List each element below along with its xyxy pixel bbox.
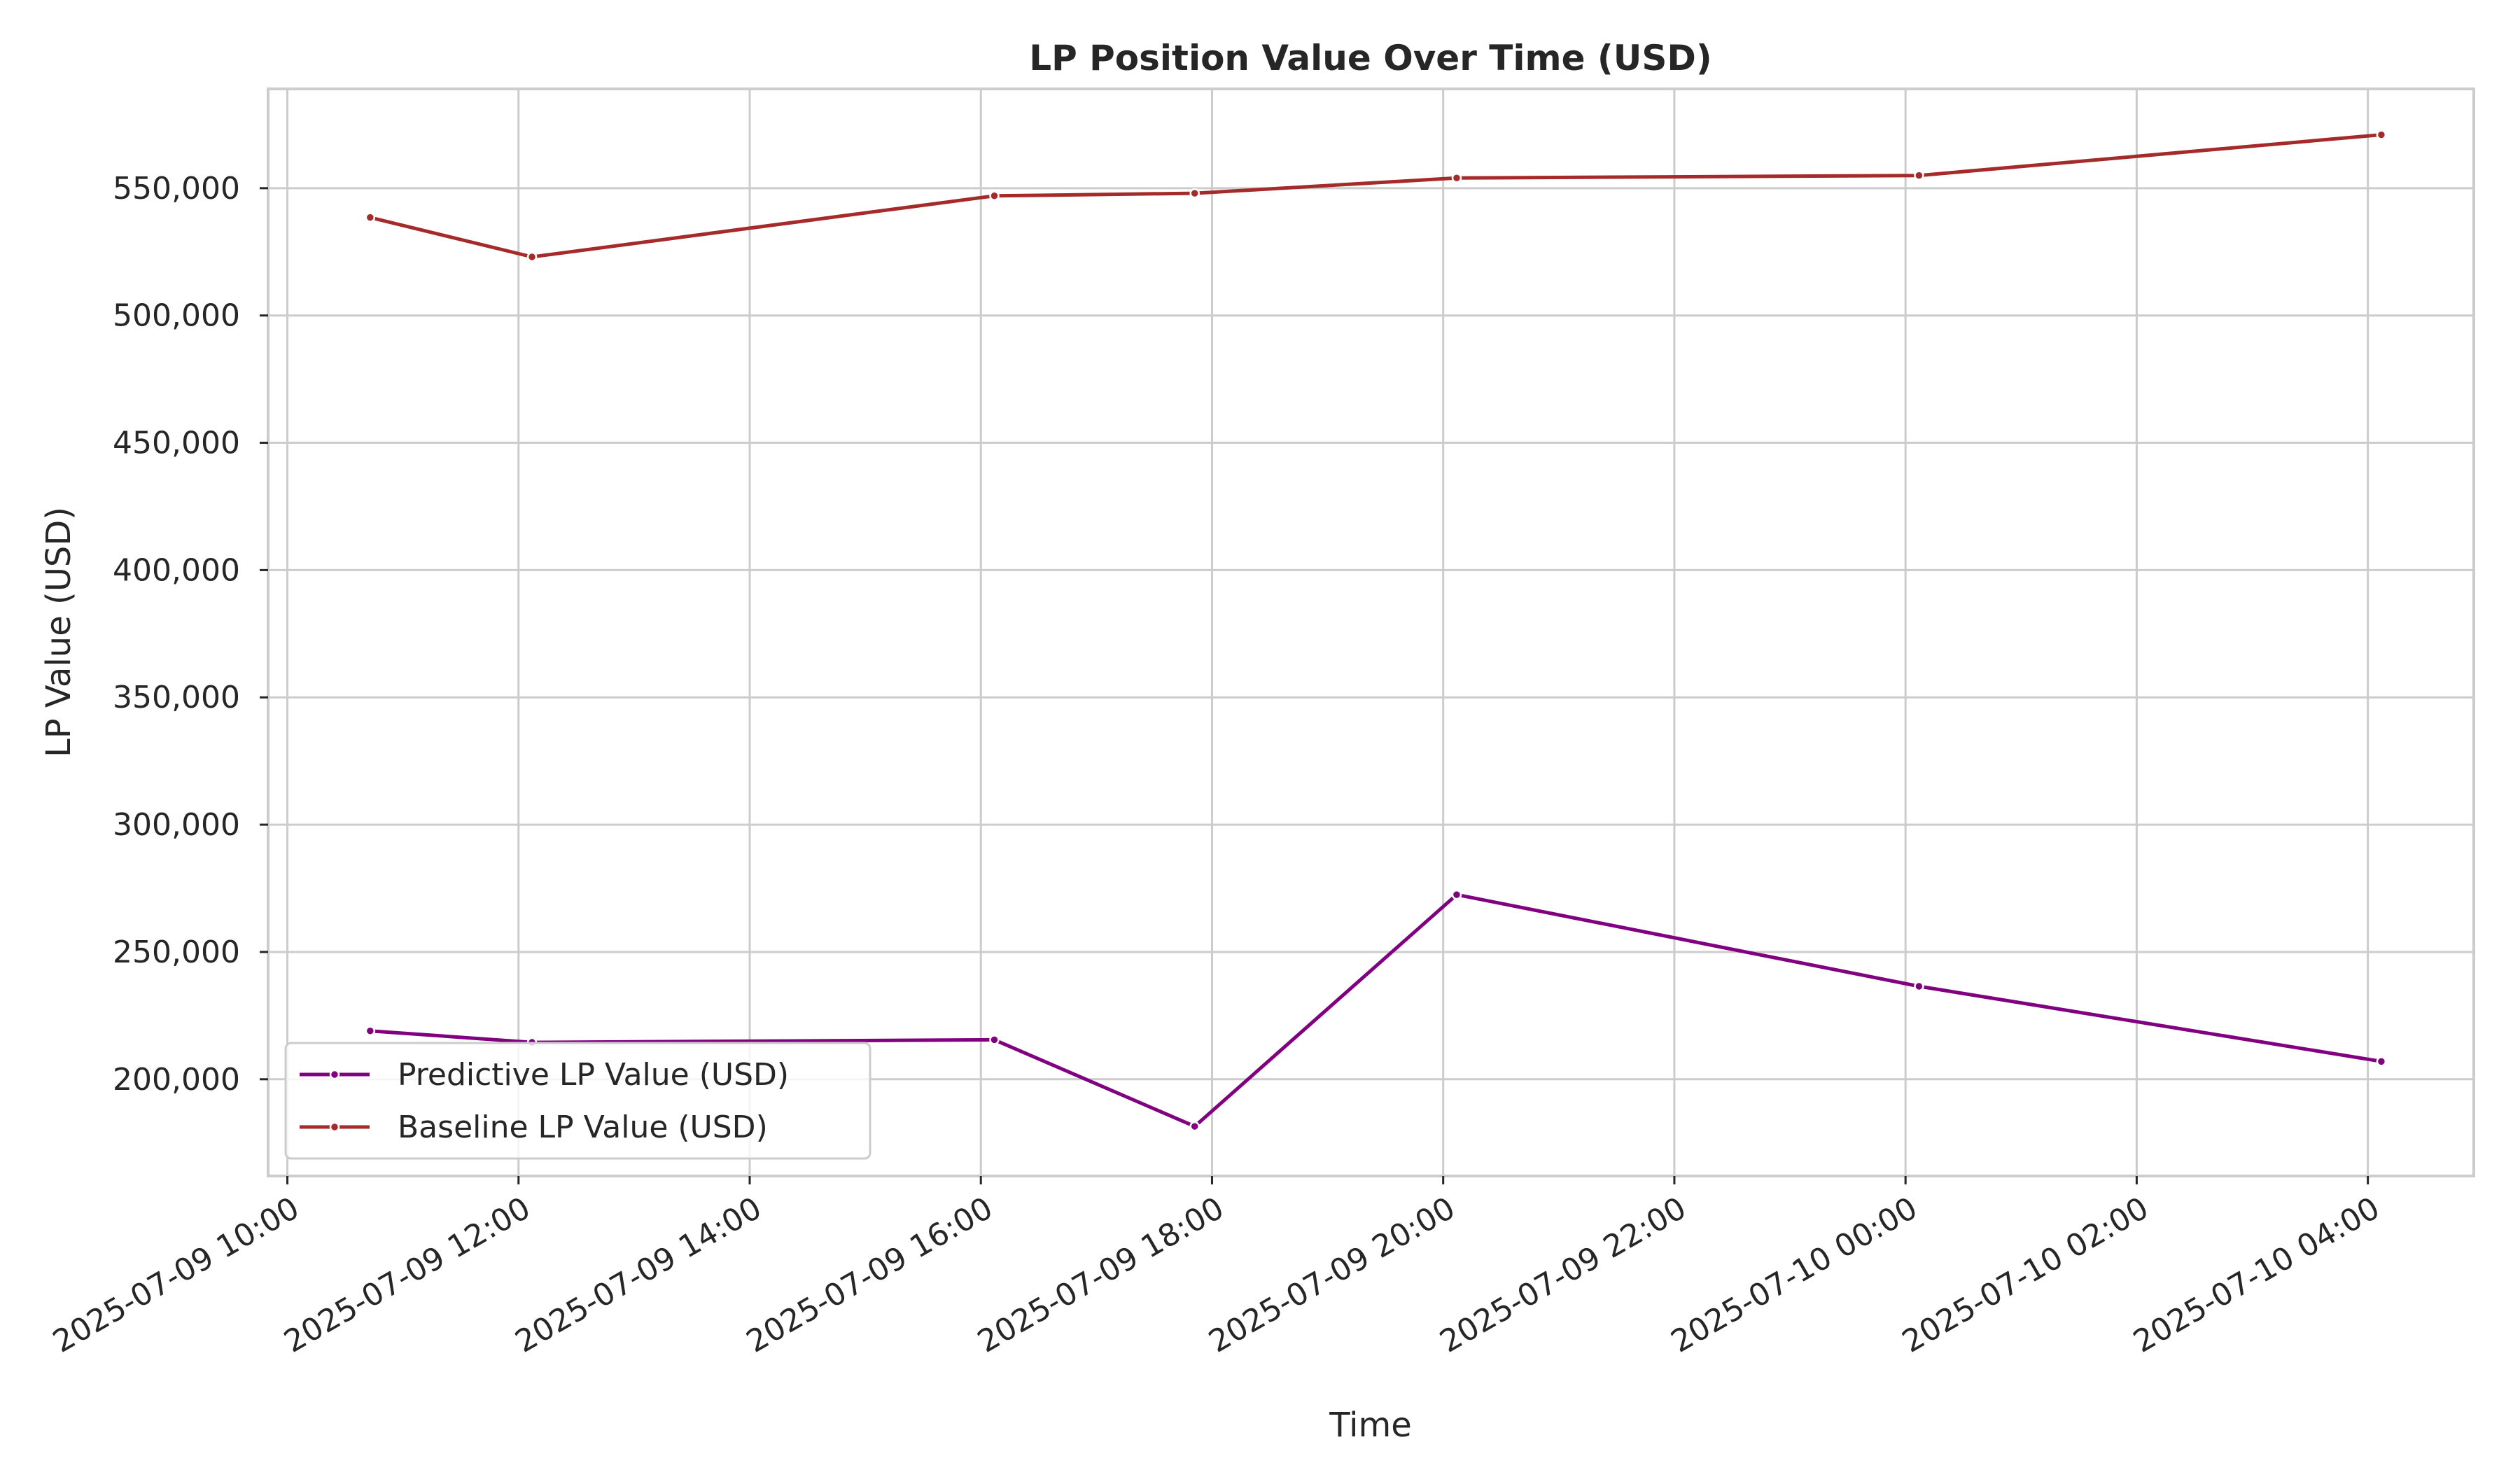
chart-title: LP Position Value Over Time (USD) xyxy=(1029,38,1712,78)
y-tick-label: 300,000 xyxy=(113,807,240,843)
legend-label: Predictive LP Value (USD) xyxy=(398,1057,789,1093)
x-tick-label: 2025-07-09 12:00 xyxy=(278,1190,536,1359)
legend: Predictive LP Value (USD) Baseline LP Val… xyxy=(284,1042,872,1160)
data-point xyxy=(1914,170,1924,181)
data-point xyxy=(365,1026,376,1036)
grid xyxy=(268,89,2474,1176)
x-tick-label: 2025-07-10 00:00 xyxy=(1665,1190,1924,1359)
data-point xyxy=(526,251,538,262)
x-tick-label: 2025-07-09 16:00 xyxy=(741,1190,999,1359)
y-tick-label: 400,000 xyxy=(113,552,240,588)
x-tick-label: 2025-07-10 04:00 xyxy=(2127,1190,2386,1359)
data-point xyxy=(365,212,376,223)
legend-marker xyxy=(329,1069,340,1080)
y-tick-label: 550,000 xyxy=(113,171,240,206)
data-point xyxy=(1914,981,1924,992)
series-layer xyxy=(365,130,2387,1132)
y-tick-label: 350,000 xyxy=(113,680,240,715)
x-tick-label: 2025-07-09 10:00 xyxy=(47,1190,305,1359)
legend-entry: Baseline LP Value (USD) xyxy=(300,1110,768,1145)
data-point xyxy=(1451,173,1462,183)
x-tick-label: 2025-07-09 20:00 xyxy=(1203,1190,1461,1359)
legend-entry: Predictive LP Value (USD) xyxy=(300,1057,789,1093)
series-2 xyxy=(365,130,2387,262)
x-tick-label: 2025-07-09 22:00 xyxy=(1434,1190,1693,1359)
y-axis-ticks: 200,000 250,000 300,000 350,000 400,000 450,0… xyxy=(113,171,268,1098)
y-tick-label: 450,000 xyxy=(113,426,240,461)
data-point xyxy=(1189,1121,1200,1132)
y-tick-label: 200,000 xyxy=(113,1062,240,1098)
data-point xyxy=(2376,1056,2387,1067)
legend-marker xyxy=(329,1121,340,1133)
y-axis-label: LP Value (USD) xyxy=(39,507,78,757)
data-point xyxy=(989,190,1000,202)
data-point xyxy=(1189,188,1200,199)
y-tick-label: 500,000 xyxy=(113,298,240,334)
x-tick-label: 2025-07-09 14:00 xyxy=(510,1190,768,1359)
x-axis-label: Time xyxy=(1329,1406,1411,1445)
data-point xyxy=(1451,889,1462,900)
y-tick-label: 250,000 xyxy=(113,934,240,970)
x-tick-label: 2025-07-09 18:00 xyxy=(972,1190,1230,1359)
series-line xyxy=(368,133,2384,259)
plot-frame xyxy=(267,88,2475,1177)
legend-box xyxy=(284,1042,872,1160)
data-point xyxy=(989,1035,1000,1045)
data-point xyxy=(2376,130,2387,140)
legend-label: Baseline LP Value (USD) xyxy=(398,1110,768,1145)
x-tick-label: 2025-07-10 02:00 xyxy=(1896,1190,2155,1359)
